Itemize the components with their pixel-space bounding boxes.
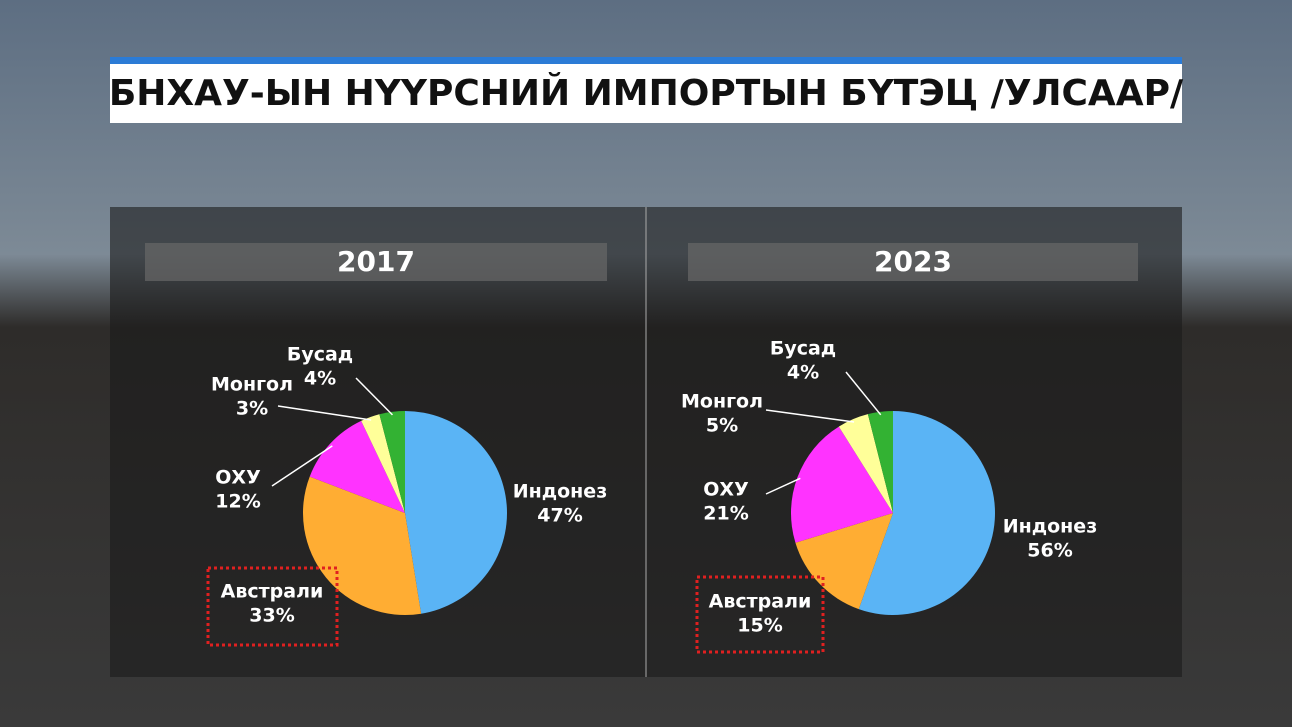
slice-label: Австрали	[221, 581, 324, 603]
slice-label: Монгол	[211, 374, 293, 396]
slice-value: 56%	[1027, 540, 1072, 562]
slice-label: Австрали	[709, 591, 812, 613]
highlight-box	[206, 566, 339, 647]
year-bar	[688, 243, 1138, 281]
pie-slice	[795, 513, 893, 610]
slice-value: 5%	[706, 415, 738, 437]
slice-label: Индонез	[1003, 516, 1097, 538]
title-bar	[110, 57, 1182, 123]
pie-slice	[867, 411, 893, 513]
leader-line	[845, 371, 882, 416]
slice-label: Монгол	[681, 391, 763, 413]
title: БНХАУ-ЫН НҮҮРСНИЙ ИМПОРТЫН БҮТЭЦ /УЛСААР…	[109, 72, 1184, 114]
slice-value: 47%	[537, 505, 582, 527]
pie-slice	[838, 414, 893, 513]
leader-line	[765, 477, 801, 495]
slice-label: Бусад	[287, 344, 353, 366]
pie-slice	[309, 420, 405, 513]
leader-line	[271, 445, 333, 487]
slice-value: 33%	[249, 605, 294, 627]
slice-label: ОХУ	[703, 479, 749, 501]
slice-value: 4%	[787, 362, 819, 384]
pie-slice	[791, 426, 893, 543]
slice-value: 15%	[737, 615, 782, 637]
slice-label: Индонез	[513, 481, 607, 503]
leader-line	[765, 409, 855, 423]
slice-value: 21%	[703, 503, 748, 525]
leader-line	[277, 405, 372, 421]
title-stripe	[110, 57, 1182, 64]
slice-label: Бусад	[770, 338, 836, 360]
slice-value: 4%	[304, 368, 336, 390]
pie-slice	[379, 411, 405, 513]
slice-value: 3%	[236, 398, 268, 420]
year-bar	[145, 243, 607, 281]
leader-line	[355, 377, 394, 416]
pie-slice	[361, 414, 405, 513]
slice-label: ОХУ	[215, 467, 261, 489]
pie-slice	[303, 476, 422, 615]
chart-title: 2023	[874, 245, 952, 278]
highlight-box	[695, 575, 825, 654]
chart-title: 2017	[337, 245, 415, 278]
slice-value: 12%	[215, 491, 260, 513]
pie-slice	[405, 411, 507, 614]
pie-slice	[858, 411, 995, 615]
